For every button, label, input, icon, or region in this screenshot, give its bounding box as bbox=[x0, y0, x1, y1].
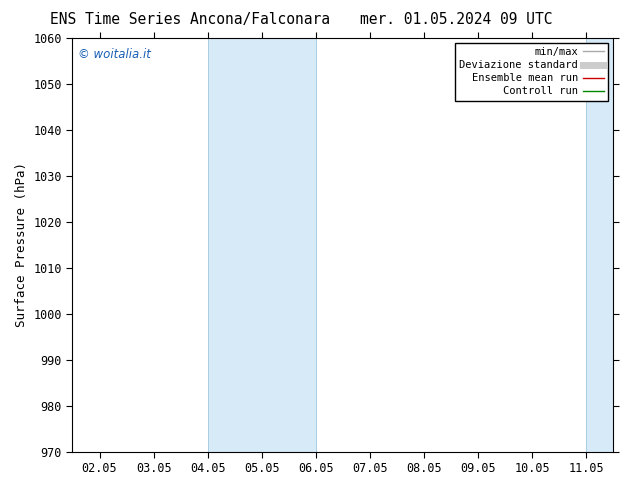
Legend: min/max, Deviazione standard, Ensemble mean run, Controll run: min/max, Deviazione standard, Ensemble m… bbox=[455, 43, 608, 100]
Text: © woitalia.it: © woitalia.it bbox=[78, 48, 151, 61]
Text: mer. 01.05.2024 09 UTC: mer. 01.05.2024 09 UTC bbox=[360, 12, 553, 27]
Y-axis label: Surface Pressure (hPa): Surface Pressure (hPa) bbox=[15, 162, 28, 327]
Text: ENS Time Series Ancona/Falconara: ENS Time Series Ancona/Falconara bbox=[50, 12, 330, 27]
Bar bbox=[208, 38, 316, 452]
Bar bbox=[586, 38, 614, 452]
